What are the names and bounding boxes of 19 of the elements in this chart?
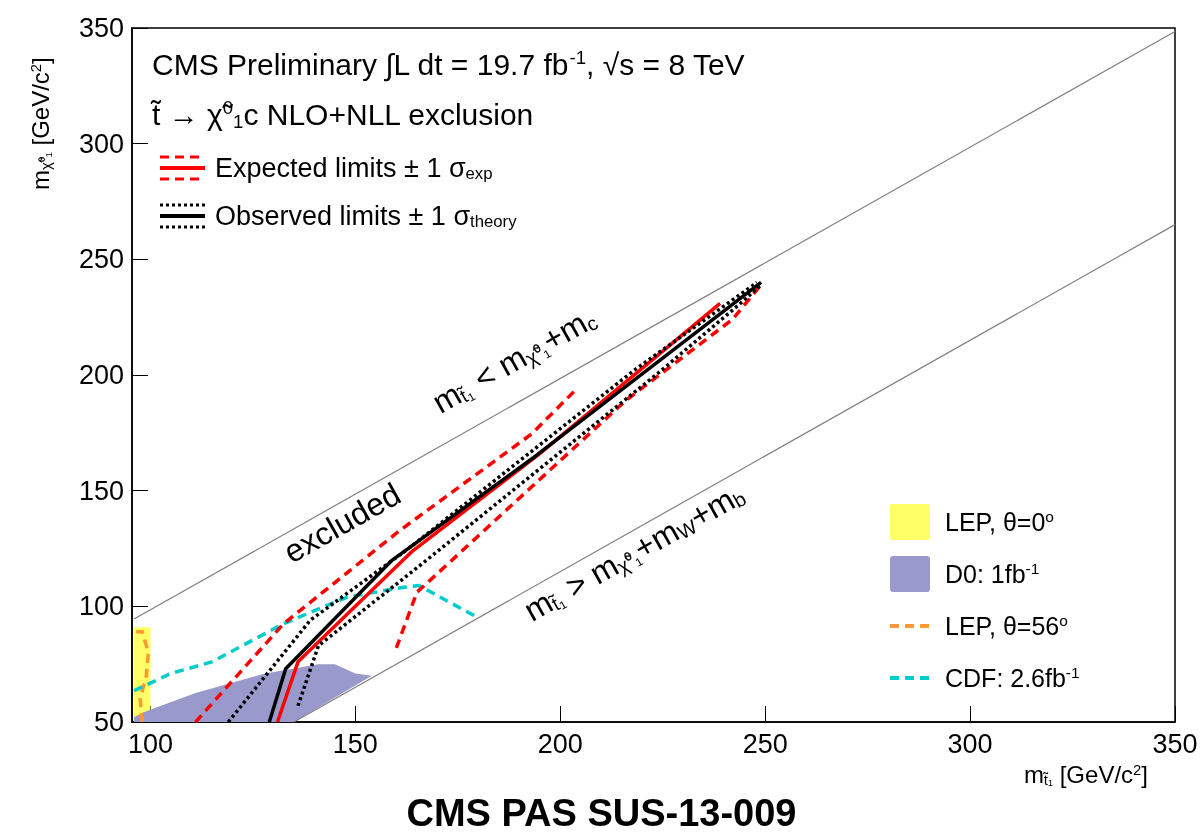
y-tick-label: 150 xyxy=(78,475,124,506)
legend-label: Expected limits ± 1 σexp xyxy=(215,153,493,183)
x-tick-label: 150 xyxy=(332,728,378,759)
text: CMS PAS SUS-13-009 xyxy=(406,792,797,834)
x-tick-label: 100 xyxy=(127,728,173,759)
y-axis-title: mχ̃⁰₁ [GeV/c2] xyxy=(27,57,55,190)
legend-label: Observed limits ± 1 σtheory xyxy=(215,201,518,231)
x-tick-label: 350 xyxy=(1152,728,1198,759)
x-tick-label: 200 xyxy=(537,728,583,759)
y-tick-label: 250 xyxy=(78,244,124,275)
annotation: mt̃₁ > mχ̃⁰₁+mW+mb xyxy=(517,481,750,629)
y-tick-label: 100 xyxy=(78,591,124,622)
y-tick-label: 50 xyxy=(93,707,124,737)
y-tick-label: 300 xyxy=(78,128,124,159)
annotation: mt̃₁ < mχ̃⁰₁+mc xyxy=(426,304,602,421)
y-tick-label: 200 xyxy=(78,360,124,390)
y-tick-label: 350 xyxy=(78,13,124,43)
x-tick-label: 250 xyxy=(742,728,788,759)
x-tick-label: 300 xyxy=(947,728,993,759)
